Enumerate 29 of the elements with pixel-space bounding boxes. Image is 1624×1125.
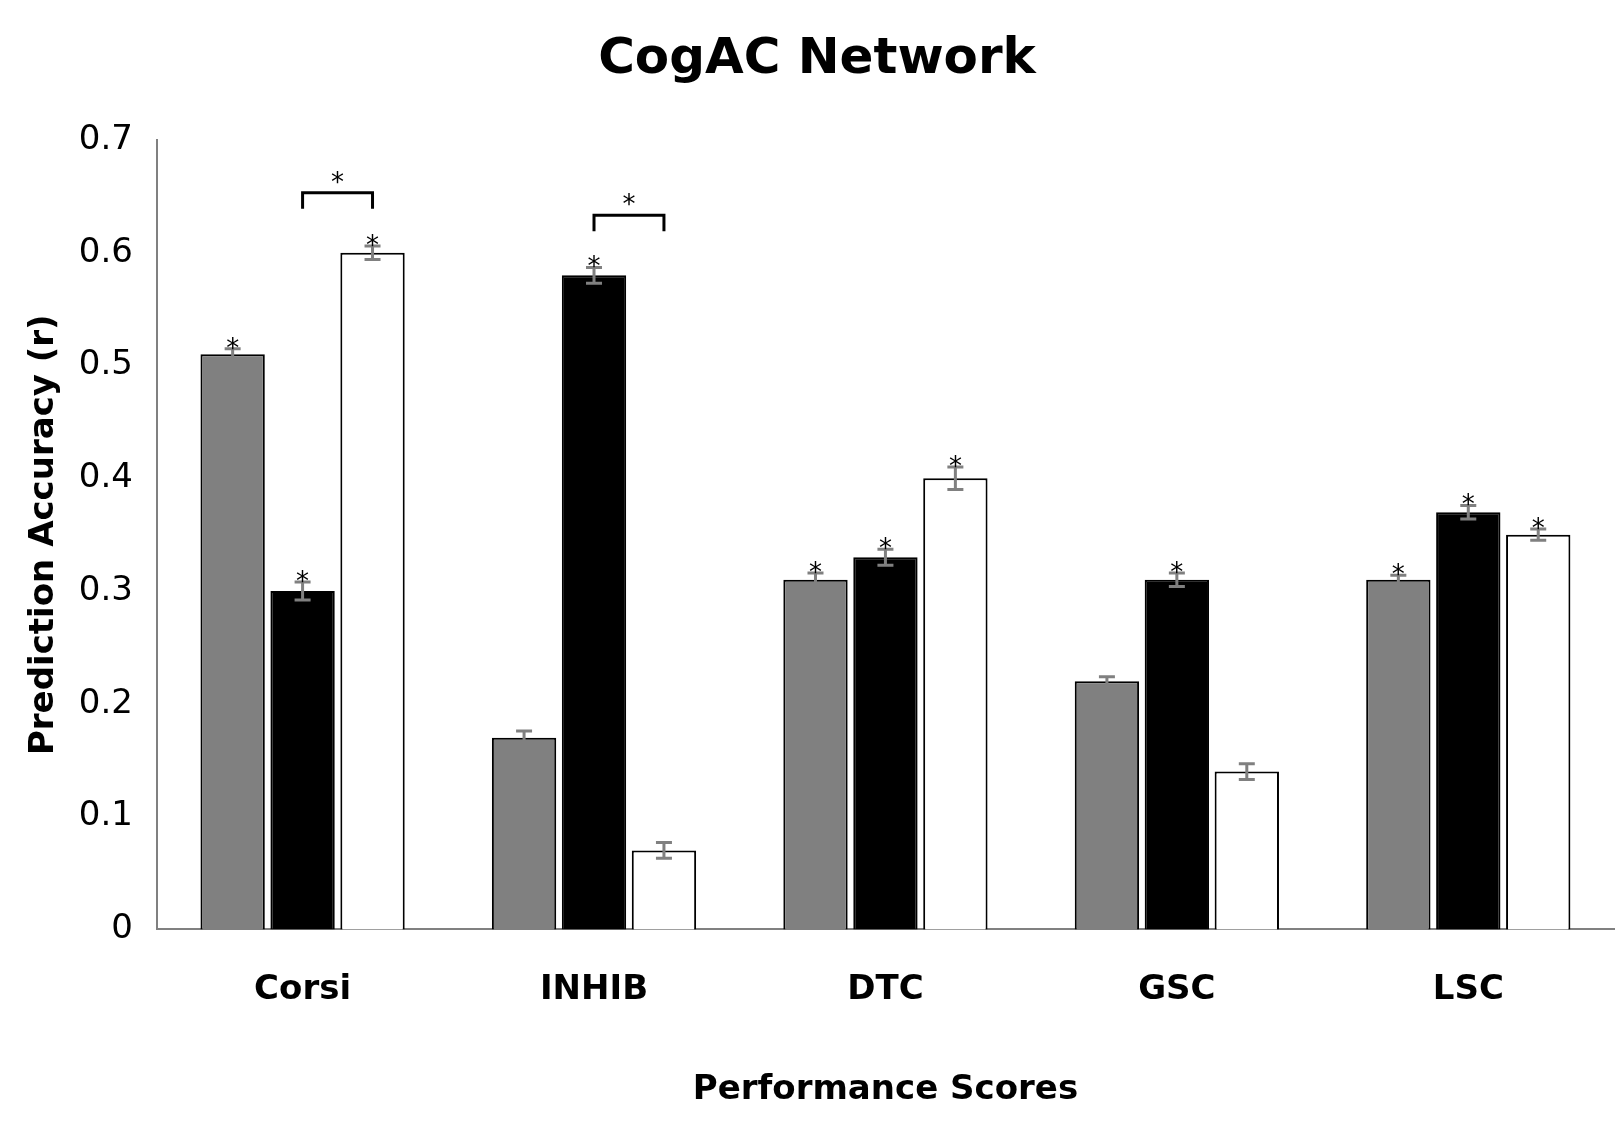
y-tick-label: 0.4 bbox=[78, 455, 133, 496]
y-tick-label: 0 bbox=[111, 906, 133, 947]
annotation: * bbox=[622, 189, 636, 220]
data-label: * bbox=[1391, 559, 1405, 590]
x-tick-label: Corsi bbox=[254, 966, 352, 1007]
data-label: * bbox=[1170, 557, 1184, 588]
y-tick-label: 0.2 bbox=[78, 680, 133, 721]
data-label: * bbox=[296, 566, 310, 597]
x-axis-title: Performance Scores bbox=[692, 1067, 1079, 1108]
data-label: * bbox=[878, 533, 892, 564]
x-tick-label: GSC bbox=[1138, 966, 1216, 1007]
data-label: * bbox=[948, 451, 962, 482]
y-tick-label: 0.3 bbox=[78, 567, 133, 608]
data-label: * bbox=[366, 230, 380, 261]
data-label: * bbox=[1531, 513, 1545, 544]
data-label: * bbox=[1461, 489, 1475, 520]
chart-title: CogAC Network bbox=[598, 26, 1038, 85]
y-axis-title: Prediction Accuracy (r) bbox=[21, 314, 62, 756]
y-tick-label: 0.6 bbox=[78, 229, 133, 270]
x-tick-label: DTC bbox=[847, 966, 924, 1007]
x-tick-label: INHIB bbox=[539, 966, 649, 1007]
data-label: * bbox=[808, 557, 822, 588]
data-label: * bbox=[587, 251, 601, 282]
y-tick-label: 0.5 bbox=[78, 342, 133, 383]
y-tick-label: 0.1 bbox=[78, 793, 133, 834]
y-tick-label: 0.7 bbox=[78, 116, 133, 157]
annotation: * bbox=[331, 166, 345, 197]
x-tick-label: LSC bbox=[1432, 966, 1504, 1007]
data-label: * bbox=[226, 332, 240, 363]
